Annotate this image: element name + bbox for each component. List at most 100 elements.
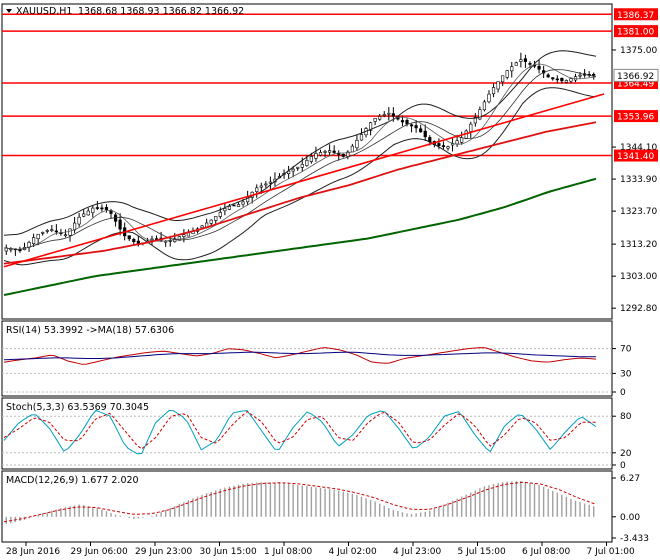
candle <box>450 143 455 146</box>
candle <box>473 117 477 124</box>
rsi-plot <box>2 347 612 393</box>
candle <box>496 81 500 90</box>
level-tag-label: 1353.96 <box>617 113 654 123</box>
candle <box>510 66 514 72</box>
candle <box>200 225 204 229</box>
current-price-tag <box>613 68 659 82</box>
candle <box>564 80 568 83</box>
candle <box>91 207 95 214</box>
candle <box>409 124 414 127</box>
macd-signal-line <box>3 481 597 523</box>
candle <box>523 58 528 62</box>
candle <box>236 204 241 207</box>
x-tick-label: 4 Jul 02:00 <box>329 547 378 557</box>
candle <box>350 145 354 153</box>
candle <box>82 213 86 217</box>
y-tick-label: 80 <box>620 412 632 422</box>
candle <box>264 183 268 186</box>
candle <box>423 130 427 138</box>
axis-labels: 1386.37 1381.00 1364.49 1353.96 1341.40 1375.… <box>6 8 659 557</box>
x-tick-label: 29 Jun 23:00 <box>135 547 192 557</box>
y-tick-label: 1344.10 <box>620 143 657 153</box>
candle <box>318 152 323 156</box>
level-tag <box>614 149 658 162</box>
candle <box>305 160 309 166</box>
y-tick-label: 0 <box>620 388 626 398</box>
y-tick-label: -3.433 <box>620 534 649 544</box>
ma-medium <box>3 69 597 250</box>
candle <box>555 78 559 81</box>
ma-200-red <box>3 121 597 265</box>
candle <box>551 77 555 80</box>
stochastic-panel[interactable] <box>1 397 613 470</box>
candle <box>291 168 295 172</box>
candle <box>441 145 446 147</box>
level-tag <box>614 8 658 21</box>
stoch-signal-line <box>3 410 596 450</box>
candle <box>132 239 136 243</box>
candle <box>104 207 109 210</box>
candle <box>437 143 441 146</box>
candle <box>118 219 122 230</box>
candle <box>569 78 573 82</box>
y-tick-label: 20 <box>620 449 632 459</box>
candle <box>487 93 491 103</box>
candle <box>491 87 496 95</box>
candle <box>482 101 487 111</box>
candle <box>268 181 273 184</box>
rsi-line <box>3 347 597 365</box>
x-tick-label: 28 Jun 2016 <box>6 547 60 557</box>
candle <box>127 235 131 240</box>
y-tick-label: 70 <box>620 345 632 355</box>
y-tick-label: 6.27 <box>620 474 640 484</box>
candle <box>63 234 68 237</box>
current-price-label: 1366.92 <box>617 72 654 82</box>
symbol-label: XAUUSD,H1 <box>16 6 72 17</box>
candle <box>214 216 218 221</box>
level-tag <box>614 110 658 123</box>
y-tick-label: 1303.00 <box>620 272 657 282</box>
x-tick-label: 5 Jul 15:00 <box>458 547 507 557</box>
candle <box>355 139 359 149</box>
candle <box>578 74 582 77</box>
candle <box>259 185 263 188</box>
y-tick-label: 0.00 <box>620 513 640 523</box>
candle <box>460 137 464 143</box>
candle <box>378 116 382 120</box>
candle <box>514 62 518 66</box>
candle <box>446 146 450 149</box>
candle <box>405 119 409 125</box>
candle <box>546 74 550 78</box>
candle <box>36 233 40 240</box>
candle <box>519 59 523 62</box>
candle <box>223 208 227 212</box>
candle <box>95 207 99 209</box>
candle <box>50 229 54 231</box>
candle <box>455 140 459 145</box>
y-tick-label: 30 <box>620 369 632 379</box>
candle <box>592 73 596 76</box>
rsi-ma-line <box>3 351 596 361</box>
candle <box>501 75 505 83</box>
candle <box>464 130 468 140</box>
candle <box>255 187 259 192</box>
macd-plot <box>3 481 597 525</box>
candle <box>31 237 36 244</box>
dropdown-triangle-icon[interactable] <box>6 9 12 13</box>
candle <box>387 112 391 115</box>
candle <box>323 151 327 153</box>
x-tick-label: 6 Jul 08:00 <box>522 547 571 557</box>
stoch-main-line <box>3 409 597 455</box>
ma-fast <box>3 63 597 250</box>
price-plot <box>2 13 612 296</box>
candle <box>391 113 395 117</box>
candle <box>41 232 45 234</box>
candle <box>45 230 49 232</box>
level-tag-label: 1386.37 <box>617 11 654 21</box>
x-tick-label: 30 Jun 15:00 <box>200 547 257 557</box>
y-tick-label: 1313.20 <box>620 240 657 250</box>
stochastic-title: Stoch(5,3,3) 63.5369 70.3045 <box>6 402 149 413</box>
ohlc-label: 1368.68 1368.93 1366.82 1366.92 <box>78 6 244 17</box>
candle <box>414 125 418 129</box>
